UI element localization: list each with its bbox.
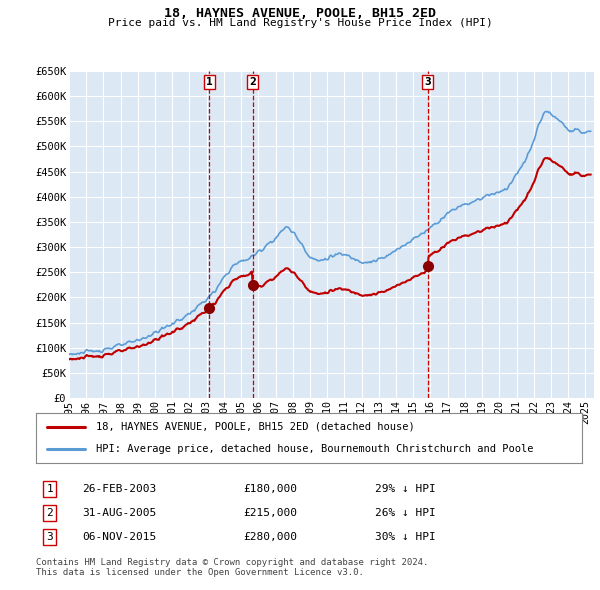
Text: 29% ↓ HPI: 29% ↓ HPI [374, 484, 435, 494]
Text: 18, HAYNES AVENUE, POOLE, BH15 2ED (detached house): 18, HAYNES AVENUE, POOLE, BH15 2ED (deta… [96, 421, 415, 431]
Text: 18, HAYNES AVENUE, POOLE, BH15 2ED: 18, HAYNES AVENUE, POOLE, BH15 2ED [164, 7, 436, 20]
Text: HPI: Average price, detached house, Bournemouth Christchurch and Poole: HPI: Average price, detached house, Bour… [96, 444, 533, 454]
Text: 1: 1 [206, 77, 212, 87]
Text: 3: 3 [425, 77, 431, 87]
Text: 26% ↓ HPI: 26% ↓ HPI [374, 508, 435, 518]
Text: Contains HM Land Registry data © Crown copyright and database right 2024.
This d: Contains HM Land Registry data © Crown c… [36, 558, 428, 577]
Text: £215,000: £215,000 [244, 508, 298, 518]
Text: Price paid vs. HM Land Registry's House Price Index (HPI): Price paid vs. HM Land Registry's House … [107, 18, 493, 28]
Text: 3: 3 [46, 532, 53, 542]
Text: 2: 2 [46, 508, 53, 518]
Text: 30% ↓ HPI: 30% ↓ HPI [374, 532, 435, 542]
Text: £280,000: £280,000 [244, 532, 298, 542]
Text: 26-FEB-2003: 26-FEB-2003 [82, 484, 157, 494]
Text: 31-AUG-2005: 31-AUG-2005 [82, 508, 157, 518]
Text: £180,000: £180,000 [244, 484, 298, 494]
Text: 06-NOV-2015: 06-NOV-2015 [82, 532, 157, 542]
Text: 1: 1 [46, 484, 53, 494]
Text: 2: 2 [249, 77, 256, 87]
